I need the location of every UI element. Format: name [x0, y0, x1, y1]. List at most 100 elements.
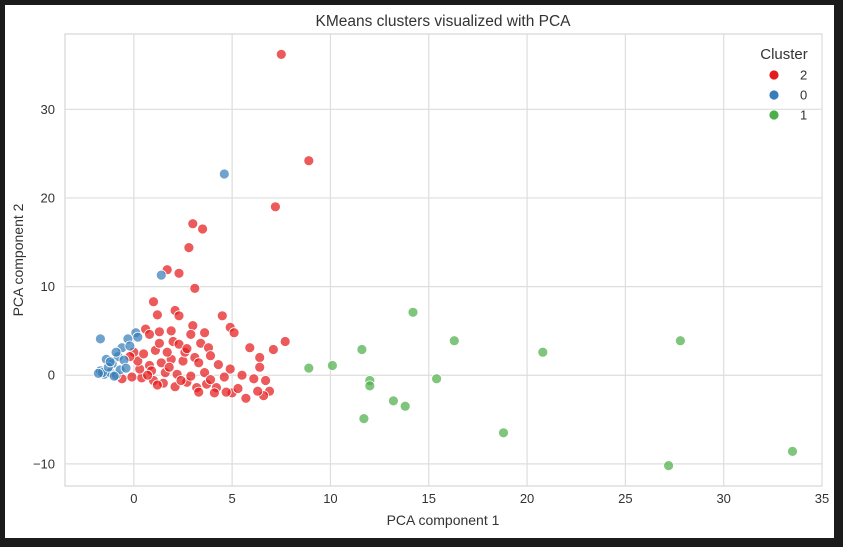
- point-cluster-0: [132, 331, 144, 343]
- point-cluster-2: [183, 242, 195, 254]
- point-cluster-2: [218, 371, 230, 383]
- x-tick-label: 0: [130, 491, 137, 506]
- point-cluster-2: [228, 327, 240, 339]
- point-cluster-2: [224, 363, 236, 375]
- point-cluster-2: [144, 328, 155, 340]
- x-tick-label: 10: [323, 491, 337, 506]
- point-cluster-1: [663, 460, 674, 472]
- x-axis-label: PCA component 1: [387, 512, 500, 528]
- point-cluster-2: [279, 336, 291, 347]
- y-tick-label: 20: [41, 190, 55, 205]
- point-cluster-2: [185, 370, 197, 382]
- y-tick-label: −10: [33, 456, 55, 471]
- legend-label-0: 0: [800, 88, 807, 103]
- point-cluster-1: [675, 335, 686, 347]
- y-axis-label: PCA component 2: [10, 203, 26, 316]
- legend-label-1: 1: [800, 108, 807, 123]
- point-cluster-2: [240, 392, 252, 404]
- point-cluster-2: [205, 350, 216, 362]
- chart-figure: 0 5 10 15 20 25 30 35 −10 0 10 20 30 KMeans clusters…: [5, 5, 834, 538]
- point-cluster-2: [173, 310, 185, 322]
- point-cluster-0: [95, 333, 106, 345]
- point-cluster-1: [303, 362, 315, 374]
- point-cluster-1: [356, 344, 368, 355]
- point-cluster-2: [148, 296, 159, 308]
- x-tick-label: 20: [520, 491, 534, 506]
- y-tick-label: 30: [41, 102, 55, 117]
- point-cluster-2: [187, 320, 199, 332]
- point-cluster-2: [153, 337, 165, 349]
- point-cluster-2: [173, 267, 185, 279]
- point-cluster-1: [537, 346, 549, 358]
- point-cluster-2: [193, 357, 205, 369]
- point-cluster-1: [326, 360, 338, 371]
- point-cluster-1: [358, 413, 370, 425]
- point-cluster-2: [153, 326, 165, 338]
- point-cluster-2: [142, 369, 154, 381]
- x-tick-label: 5: [229, 491, 236, 506]
- point-cluster-2: [175, 375, 187, 386]
- point-cluster-2: [267, 344, 279, 355]
- legend-title: Cluster: [760, 46, 808, 63]
- point-cluster-2: [303, 155, 315, 167]
- legend-marker-2: [768, 69, 780, 81]
- point-cluster-1: [399, 400, 411, 412]
- point-cluster-2: [151, 309, 163, 321]
- point-cluster-2: [254, 352, 266, 363]
- y-tick-label: 10: [41, 279, 55, 294]
- point-cluster-2: [199, 367, 211, 379]
- point-cluster-2: [177, 355, 189, 367]
- point-cluster-0: [108, 370, 120, 382]
- point-cluster-1: [407, 306, 419, 318]
- point-cluster-2: [126, 371, 138, 383]
- point-cluster-0: [124, 340, 136, 352]
- point-cluster-1: [448, 335, 460, 347]
- point-cluster-0: [218, 168, 230, 180]
- point-cluster-2: [260, 375, 272, 386]
- legend-marker-0: [768, 89, 780, 101]
- x-tick-label: 25: [618, 491, 632, 506]
- x-tick-label: 15: [422, 491, 436, 506]
- point-cluster-2: [244, 342, 256, 354]
- point-cluster-2: [208, 387, 220, 399]
- point-cluster-2: [220, 386, 232, 398]
- y-tick-label: 0: [48, 368, 55, 383]
- point-cluster-2: [185, 328, 197, 340]
- point-cluster-2: [248, 373, 260, 385]
- point-cluster-2: [269, 201, 281, 213]
- point-cluster-1: [787, 445, 798, 457]
- point-cluster-0: [120, 362, 132, 374]
- point-cluster-2: [151, 379, 163, 391]
- point-cluster-2: [161, 346, 173, 358]
- point-cluster-2: [193, 386, 205, 398]
- point-cluster-2: [181, 343, 193, 355]
- point-cluster-2: [236, 369, 248, 381]
- point-cluster-0: [155, 269, 167, 281]
- point-cluster-2: [216, 310, 228, 322]
- point-cluster-2: [138, 348, 150, 360]
- point-cluster-2: [165, 325, 177, 337]
- point-cluster-2: [197, 223, 209, 235]
- point-cluster-2: [163, 361, 175, 373]
- legend-label-2: 2: [800, 68, 807, 83]
- point-cluster-2: [275, 49, 287, 60]
- point-cluster-1: [431, 373, 443, 385]
- point-cluster-2: [232, 383, 244, 394]
- point-cluster-2: [187, 218, 199, 230]
- legend: Cluster 2 0 1: [760, 46, 808, 123]
- plot-area: [64, 33, 823, 487]
- point-cluster-2: [252, 385, 264, 397]
- point-cluster-2: [199, 327, 211, 339]
- x-tick-label: 30: [716, 491, 730, 506]
- point-cluster-1: [387, 395, 399, 407]
- point-cluster-2: [205, 374, 216, 386]
- point-cluster-0: [104, 356, 116, 368]
- point-cluster-1: [498, 427, 509, 439]
- chart-title: KMeans clusters visualized with PCA: [316, 13, 572, 30]
- x-tick-label: 35: [815, 491, 829, 506]
- point-cluster-2: [189, 282, 201, 294]
- data-points: [93, 49, 798, 472]
- tick-labels: 0 5 10 15 20 25 30 35 −10 0 10 20 30: [33, 102, 829, 506]
- legend-marker-1: [768, 109, 780, 121]
